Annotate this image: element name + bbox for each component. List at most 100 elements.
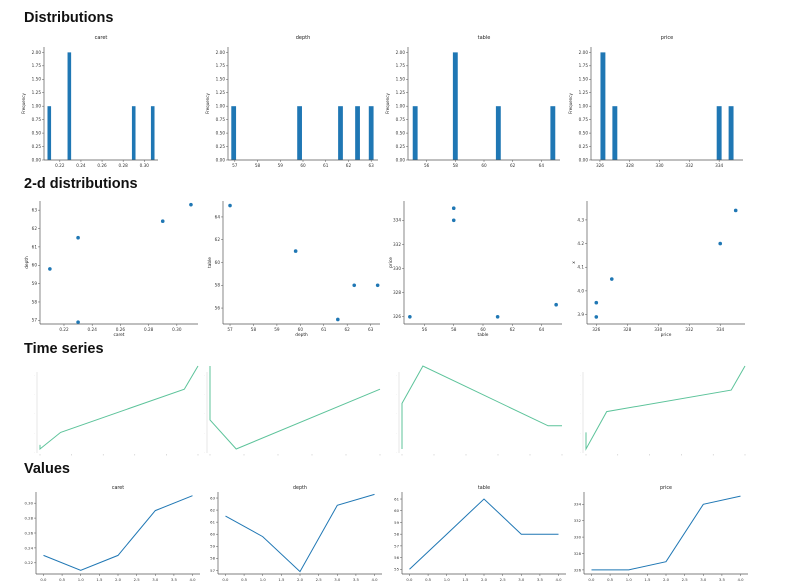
x-tick-label: 62 xyxy=(345,327,351,332)
x-tick-label: 0.26 xyxy=(116,327,126,332)
y-tick-label: 0.25 xyxy=(579,144,589,149)
histogram-bar xyxy=(550,106,556,160)
histogram-bar xyxy=(131,106,136,160)
histogram-bar xyxy=(495,106,501,160)
x-tick-label: 330 xyxy=(654,327,662,332)
y-tick-label: · xyxy=(580,451,581,454)
y-tick-label: 0.00 xyxy=(32,157,42,162)
x-tick-label: 3.5 xyxy=(537,577,544,582)
scatter-point xyxy=(48,267,52,271)
y-tick-label: 58 xyxy=(394,532,399,537)
y-tick-label: 334 xyxy=(393,218,401,223)
x-tick-label: 56 xyxy=(424,163,430,168)
y-tick-label: 1.50 xyxy=(32,77,42,82)
histogram-bar xyxy=(355,106,360,160)
y-tick-label: 1.75 xyxy=(396,63,406,68)
y-tick-label: 61 xyxy=(210,520,215,525)
y-tick-label: 1.00 xyxy=(216,104,226,109)
x-tick-label: 332 xyxy=(685,163,693,168)
y-tick-label: 1.00 xyxy=(32,104,42,109)
y-tick-label: 328 xyxy=(574,551,582,556)
y-tick-label: 60 xyxy=(210,532,215,537)
y-tick-label: 326 xyxy=(574,567,582,572)
section-title-values: Values xyxy=(24,461,70,477)
y-tick-label: · xyxy=(34,374,35,377)
chart-title: table xyxy=(478,485,490,491)
y-tick-label: · xyxy=(204,432,205,435)
scatter-point xyxy=(352,283,357,288)
x-tick-label: 0.24 xyxy=(88,327,98,332)
x-tick-label: 3.0 xyxy=(152,577,159,582)
y-tick-label: 0.00 xyxy=(216,157,226,162)
x-tick-label: 58 xyxy=(251,327,257,332)
x-tick-label: 1.0 xyxy=(260,577,267,582)
y-tick-label: 0.75 xyxy=(216,117,226,122)
y-tick-label: 3.9 xyxy=(577,312,584,317)
y-tick-label: 328 xyxy=(393,290,401,295)
scatter-point xyxy=(495,314,500,319)
y-axis-label: Frequency xyxy=(21,93,26,114)
histogram-bar xyxy=(412,106,418,160)
x-tick-label: 3.0 xyxy=(700,577,707,582)
y-tick-label: 0.22 xyxy=(25,560,34,565)
x-tick-label: 0.24 xyxy=(76,163,86,168)
y-tick-label: 60 xyxy=(394,508,399,513)
x-tick-label: 1.0 xyxy=(444,577,451,582)
y-tick-label: 2.00 xyxy=(396,50,406,55)
y-tick-label: 1.25 xyxy=(396,90,406,95)
histogram-bar xyxy=(231,106,237,160)
y-tick-label: · xyxy=(204,393,205,396)
time-series-line xyxy=(401,365,562,449)
x-tick-label: 3.0 xyxy=(334,577,341,582)
chart-title: price xyxy=(661,35,673,41)
scatter-point xyxy=(375,283,380,288)
x-tick-label: 2.0 xyxy=(115,577,122,582)
y-tick-label: · xyxy=(396,413,397,416)
x-tick-label: 59 xyxy=(274,327,280,332)
y-tick-label: 0.75 xyxy=(579,117,589,122)
y-axis-label: depth xyxy=(24,256,30,269)
y-axis-label: x xyxy=(572,261,577,264)
y-axis-label: table xyxy=(207,257,213,268)
x-tick-label: 332 xyxy=(685,327,693,332)
y-tick-label: 0.30 xyxy=(25,501,34,506)
y-tick-label: 59 xyxy=(210,544,215,549)
y-tick-label: 59 xyxy=(394,520,399,525)
y-tick-label: 1.50 xyxy=(216,77,226,82)
y-tick-label: 0.50 xyxy=(396,130,406,135)
y-tick-label: · xyxy=(204,451,205,454)
section-title-2d-distributions: 2-d distributions xyxy=(24,176,138,192)
y-tick-label: 1.75 xyxy=(216,63,226,68)
y-tick-label: 0.25 xyxy=(396,144,406,149)
y-tick-label: 2.00 xyxy=(32,50,42,55)
x-tick-label: 64 xyxy=(539,327,545,332)
y-tick-label: 57 xyxy=(394,543,399,548)
y-tick-label: 0.28 xyxy=(25,515,34,520)
x-tick-label: 2.5 xyxy=(682,577,689,582)
y-tick-label: 4.0 xyxy=(577,288,584,293)
x-tick-label: 2.5 xyxy=(134,577,141,582)
histogram-bar xyxy=(368,106,374,160)
chart-title: depth xyxy=(293,485,307,491)
scatter-point xyxy=(718,241,723,246)
x-tick-label: 2.0 xyxy=(481,577,488,582)
y-tick-label: · xyxy=(396,451,397,454)
x-axis-label: caret xyxy=(114,332,125,338)
x-tick-label: 334 xyxy=(715,163,723,168)
histogram-bar xyxy=(150,106,155,160)
y-tick-label: · xyxy=(580,374,581,377)
x-tick-label: 0.0 xyxy=(222,577,229,582)
y-tick-label: 1.50 xyxy=(396,77,406,82)
x-tick-label: 3.5 xyxy=(171,577,178,582)
y-tick-label: 56 xyxy=(215,305,221,310)
y-tick-label: 64 xyxy=(215,214,221,219)
x-tick-label: 61 xyxy=(321,327,327,332)
scatter-point xyxy=(451,218,456,223)
y-tick-label: 330 xyxy=(393,266,401,271)
scatter-point xyxy=(451,206,456,211)
chart-title: caret xyxy=(95,35,108,41)
